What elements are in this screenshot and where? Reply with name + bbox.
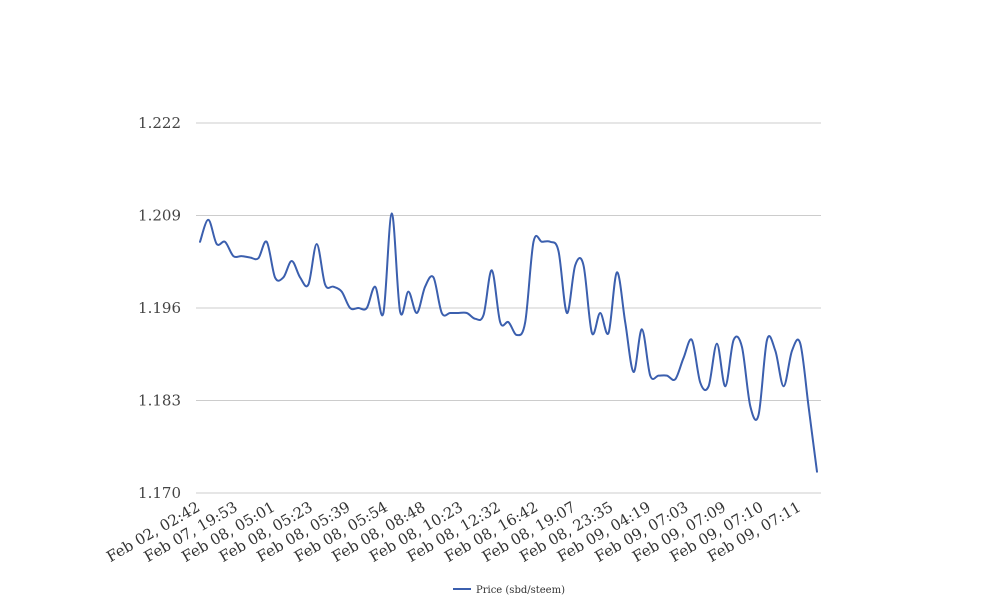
y-tick-label: 1.196 xyxy=(138,299,181,317)
series-line xyxy=(199,212,818,473)
y-tick-label: 1.170 xyxy=(138,484,181,502)
y-tick-label: 1.209 xyxy=(138,207,181,225)
y-tick-label: 1.183 xyxy=(138,392,181,410)
y-gridlines xyxy=(196,122,821,494)
legend-label: Price (sbd/steem) xyxy=(476,585,565,596)
y-tick-label: 1.222 xyxy=(138,114,181,132)
y-axis-ticks: 1.222 1.209 1.196 1.183 1.170 xyxy=(138,114,181,502)
series-lines xyxy=(199,212,818,473)
legend[interactable]: Price (sbd/steem) xyxy=(453,585,565,596)
